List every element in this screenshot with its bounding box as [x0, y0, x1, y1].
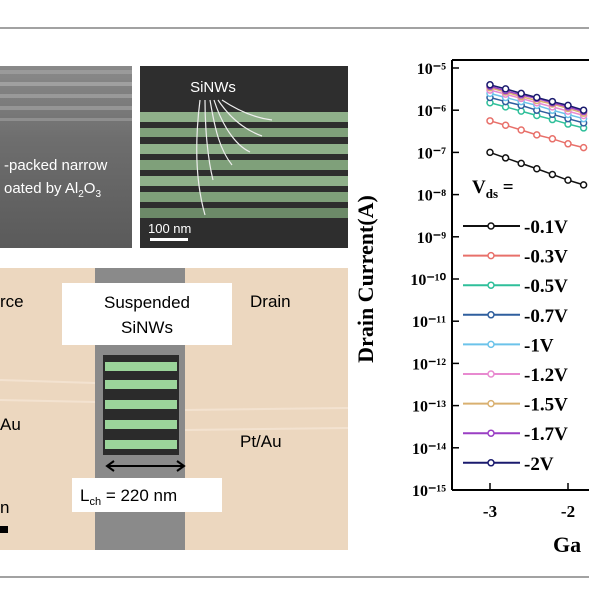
x-tick-label: -2: [561, 502, 575, 521]
data-point: [501, 85, 510, 93]
data-point: [517, 159, 525, 168]
metal-label: Pt/Au: [240, 432, 282, 451]
sem-top-left: -packed narrow oated by Al2O3: [0, 66, 132, 248]
legend-marker: [487, 311, 495, 319]
legend-label: -1.7V: [524, 424, 568, 445]
data-point: [564, 101, 572, 110]
data-point: [486, 148, 494, 157]
data-point: [533, 131, 541, 139]
caption-text: oated by Al2O3: [4, 180, 101, 200]
y-tick-label: 10⁻¹²: [412, 356, 446, 373]
data-point: [579, 106, 588, 114]
scale-fragment: n: [0, 498, 9, 517]
legend-marker: [487, 459, 495, 467]
x-axis-label: Ga: [553, 532, 581, 557]
y-axis-label: Drain Current(A): [353, 195, 378, 363]
legend-marker: [487, 251, 495, 260]
data-point: [548, 135, 557, 143]
sem-top-mid: SiNWs 100 nm: [140, 66, 348, 248]
legend-marker: [487, 281, 495, 289]
data-point: [501, 121, 510, 129]
metal-label: Au: [0, 415, 21, 434]
scale-label: 100 nm: [148, 221, 191, 236]
legend-marker: [487, 399, 495, 408]
data-point: [564, 176, 572, 184]
legend-label: -0.3V: [524, 247, 568, 268]
legend-marker: [487, 340, 495, 349]
y-tick-label: 10⁻¹⁴: [412, 441, 446, 458]
caption-text: -packed narrow: [4, 157, 108, 174]
sem-bottom: Suspended SiNWs rce Drain Au Pt/Au Lch =…: [0, 268, 349, 550]
y-tick-label: 10⁻⁵: [417, 61, 446, 78]
plot-area: [486, 81, 588, 189]
chart: Drain Current(A) Ga Vds = 10⁻⁵ 10⁻⁶ 10⁻⁷ 10…: [353, 59, 589, 557]
legend-label: -2V: [524, 454, 554, 475]
y-tick-label: 10⁻⁹: [417, 230, 446, 247]
legend-marker: [487, 429, 495, 437]
legend-marker: [487, 370, 495, 378]
data-point: [564, 140, 572, 148]
box-text: Suspended: [104, 293, 190, 312]
data-point: [486, 117, 494, 125]
x-tick-label: -3: [483, 502, 497, 521]
data-point: [517, 89, 525, 98]
legend-label: -1.2V: [524, 365, 568, 386]
y-tick-label: 10⁻¹⁰: [410, 272, 446, 289]
y-tick-label: 10⁻⁷: [417, 145, 446, 162]
legend-title: Vds =: [472, 177, 514, 201]
legend-label: -0.1V: [524, 217, 568, 238]
source-label: rce: [0, 292, 24, 311]
legend-marker: [487, 222, 495, 230]
legend-label: -1.5V: [524, 395, 568, 416]
y-tick-label: 10⁻¹¹: [412, 314, 446, 331]
legend-label: -0.5V: [524, 276, 568, 297]
y-tick-label: 10⁻⁶: [417, 103, 446, 120]
data-point: [548, 97, 557, 106]
legend-label: -0.7V: [524, 306, 568, 327]
y-tick-label: 10⁻¹³: [412, 399, 446, 416]
drain-label: Drain: [250, 292, 291, 311]
y-tick-label: 10⁻¹⁵: [412, 483, 446, 500]
data-point: [501, 154, 510, 162]
y-tick-label: 10⁻⁸: [417, 188, 446, 205]
label-sinws: SiNWs: [190, 79, 236, 96]
data-point: [579, 143, 588, 152]
box-text: SiNWs: [121, 318, 173, 337]
data-point: [533, 164, 541, 173]
data-point: [548, 170, 557, 179]
lch-label: Lch = 220 nm: [80, 486, 177, 508]
data-point: [517, 126, 525, 134]
legend-label: -1V: [524, 335, 554, 356]
data-point: [533, 93, 541, 102]
data-point: [486, 81, 494, 89]
data-point: [579, 181, 588, 189]
